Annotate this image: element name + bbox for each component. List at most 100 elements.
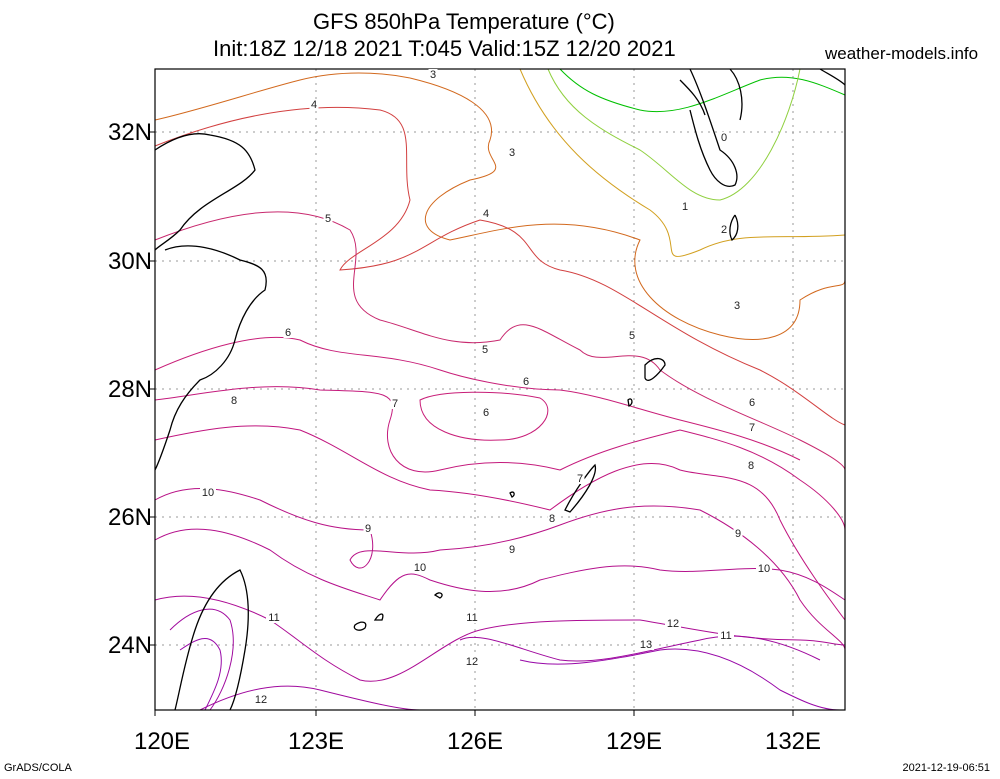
contour-6 xyxy=(154,336,801,461)
contour-label-bg xyxy=(507,147,517,158)
contour-label: 6 xyxy=(749,397,755,409)
contour-label-bg xyxy=(283,327,293,338)
contour-label: 9 xyxy=(735,528,741,540)
coast-small-island xyxy=(509,398,633,498)
contour-label-bg xyxy=(266,612,282,623)
contour-label-bg xyxy=(719,132,729,143)
coast-amami xyxy=(644,357,666,381)
coast-tanegashima xyxy=(729,214,739,242)
contour-label: 6 xyxy=(483,407,489,419)
coast-okinawa xyxy=(564,463,597,513)
contour-label: 12 xyxy=(466,656,478,668)
contour-label-bg xyxy=(480,344,490,355)
contour-3a xyxy=(409,77,846,340)
contour-label: 10 xyxy=(414,562,426,574)
contour-1 xyxy=(547,68,801,201)
x-tick-label: 126E xyxy=(446,728,504,755)
contour-0 xyxy=(559,68,846,113)
contour-label-bg xyxy=(464,656,480,667)
contour-label: 11 xyxy=(268,612,279,624)
contour-label-bg xyxy=(481,208,491,219)
contour-11 xyxy=(154,595,846,682)
contour-label: 3 xyxy=(509,147,515,159)
contour-12b xyxy=(459,635,821,662)
contour-label-bg xyxy=(412,562,428,573)
contour-label: 0 xyxy=(721,132,727,144)
contour-label-layer: 3 4 3 0 1 4 5 2 3 6 5 5 6 8 7 6 6 7 8 10 7 8 9 9 9 10 10 11 11 11 12 12… xyxy=(200,69,772,706)
contour-label: 11 xyxy=(720,630,731,642)
contour-label-bg xyxy=(747,397,757,408)
footer-timestamp: 2021-12-19-06:51 xyxy=(902,762,990,774)
coastlines xyxy=(154,68,846,711)
contour-label: 9 xyxy=(365,523,371,535)
coast-china xyxy=(154,133,267,471)
contour-2 xyxy=(519,68,846,257)
contour-label: 11 xyxy=(466,612,477,624)
y-tick-label: 32N xyxy=(107,119,152,146)
contour-8 xyxy=(154,425,846,621)
contour-label: 12 xyxy=(255,694,267,706)
contour-6b xyxy=(419,391,549,441)
contour-label-bg xyxy=(547,513,557,524)
x-tick-label: 132E xyxy=(764,728,822,755)
y-tick-label: 28N xyxy=(107,376,152,403)
contour-10 xyxy=(154,528,846,601)
footer-software: GrADS/COLA xyxy=(4,762,72,774)
contour-9 xyxy=(154,488,846,651)
contour-label: 6 xyxy=(285,327,291,339)
contour-label-bg xyxy=(428,69,438,80)
contour-label: 10 xyxy=(758,563,770,575)
chart-subtitle: Init:18Z 12/18 2021 T:045 Valid:15Z 12/2… xyxy=(213,36,676,61)
contour-5 xyxy=(154,211,846,471)
temperature-contours xyxy=(154,68,846,711)
contour-label-bg xyxy=(521,376,531,387)
contour-label-bg xyxy=(390,398,400,409)
contour-label-bg xyxy=(746,460,756,471)
contour-label-bg xyxy=(638,639,654,650)
contour-label-bg xyxy=(309,99,319,110)
contour-label-bg xyxy=(733,528,743,539)
contour-taiwan-a xyxy=(169,608,234,711)
contour-taiwan-b xyxy=(179,638,222,711)
contour-label-bg xyxy=(680,201,690,212)
contour-label: 8 xyxy=(748,460,754,472)
contour-label: 8 xyxy=(549,513,555,525)
contour-label: 5 xyxy=(629,330,635,342)
contour-12 xyxy=(199,685,421,711)
y-tick-label: 26N xyxy=(107,504,152,531)
contour-label-bg xyxy=(253,694,269,705)
contour-label: 5 xyxy=(325,213,331,225)
contour-label-bg xyxy=(627,330,637,341)
contour-label: 10 xyxy=(202,487,214,499)
contour-label: 7 xyxy=(392,398,398,410)
contour-label: 3 xyxy=(430,69,436,81)
grid-lines xyxy=(155,69,845,710)
contour-label-bg xyxy=(363,523,373,534)
contour-label: 4 xyxy=(311,99,317,111)
contour-label-bg xyxy=(323,213,333,224)
contour-label: 5 xyxy=(482,344,488,356)
contour-label: 9 xyxy=(509,544,515,556)
y-tick-label: 30N xyxy=(107,248,152,275)
chart-title: GFS 850hPa Temperature (°C) xyxy=(313,9,615,34)
contour-7 xyxy=(154,386,846,531)
contour-label-bg xyxy=(200,487,216,498)
contour-label: 6 xyxy=(523,376,529,388)
contour-label-bg xyxy=(481,407,491,418)
contour-label-bg xyxy=(575,473,585,484)
contour-label-bg xyxy=(756,563,772,574)
contour-label-bg xyxy=(747,422,757,433)
contour-label: 3 xyxy=(734,300,740,312)
contour-label: 12 xyxy=(667,618,679,630)
coast-taiwan xyxy=(174,569,249,711)
contour-label-bg xyxy=(507,544,517,555)
contour-label-bg xyxy=(732,300,742,311)
contour-3b xyxy=(154,72,411,121)
contour-label: 13 xyxy=(640,639,652,651)
contour-label-bg xyxy=(665,618,681,629)
coast-kyushu xyxy=(689,68,743,187)
contour-label: 7 xyxy=(577,473,583,485)
tick-marks xyxy=(149,131,794,716)
contour-label: 2 xyxy=(721,224,727,236)
x-tick-label: 120E xyxy=(133,728,191,755)
